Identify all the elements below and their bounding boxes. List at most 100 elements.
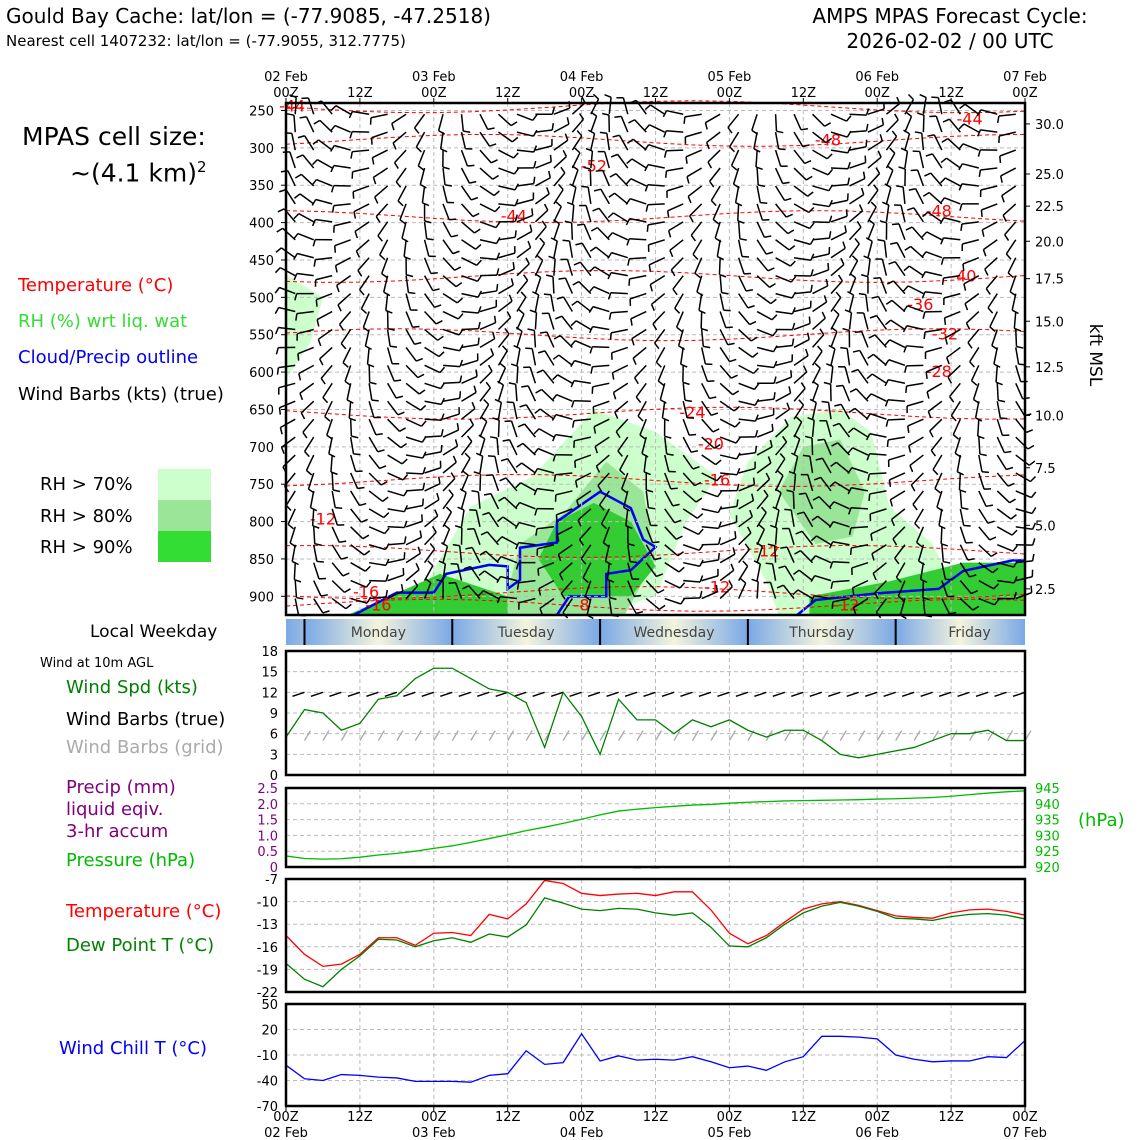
wind-barb xyxy=(442,346,460,352)
wind-barb xyxy=(342,347,352,363)
wind-barb-flag xyxy=(795,530,803,535)
wind-barb xyxy=(842,385,851,402)
wind-barb-flag xyxy=(536,369,544,374)
ytick-label: 20 xyxy=(261,1024,278,1039)
wind-barb xyxy=(908,265,924,277)
wind-barb-flag xyxy=(471,489,479,493)
wind-barb xyxy=(655,347,666,363)
wind-barb xyxy=(790,509,795,527)
wind-barb-flag xyxy=(478,434,486,440)
wind-barb xyxy=(730,149,740,166)
wind-barb-grid xyxy=(784,730,792,741)
wind-barb-flag xyxy=(286,113,295,116)
wind-barb-flag xyxy=(437,335,444,341)
wind-barb xyxy=(978,579,995,590)
wind-barb-flag xyxy=(922,191,930,197)
wind-barb xyxy=(593,400,610,408)
wind-barb xyxy=(793,371,808,384)
wind-barb xyxy=(386,347,393,364)
wind-barb-flag xyxy=(767,456,772,464)
wind-barb-flag xyxy=(639,434,647,440)
wind-barb-flag xyxy=(535,388,543,394)
wind-barb xyxy=(627,544,631,562)
ytick-label: 450 xyxy=(249,254,274,269)
wind-barb xyxy=(423,548,436,564)
wind-barb-flag xyxy=(831,442,839,447)
wind-barb xyxy=(610,328,628,334)
wind-barb-flag xyxy=(631,338,635,346)
wind-barb xyxy=(701,454,717,466)
wind-barb-flag xyxy=(277,208,285,213)
wind-barb xyxy=(846,348,851,366)
wind-barb-flag xyxy=(316,319,320,327)
wind-barb xyxy=(959,598,974,611)
wind-barb-grid xyxy=(636,730,644,741)
wind-barb-flag xyxy=(582,577,589,584)
wind-barb xyxy=(625,508,629,526)
legend-dewpoint: Dew Point T (°C) xyxy=(66,935,215,956)
wind-barb-flag xyxy=(483,492,492,496)
wind-barb xyxy=(652,311,666,325)
wind-barb xyxy=(922,115,925,133)
wind-barb xyxy=(315,218,333,223)
wind-barb xyxy=(627,580,635,597)
ytick-label: 0.5 xyxy=(257,845,278,860)
wind-barb-flag xyxy=(395,181,402,188)
wind-barb xyxy=(987,293,998,309)
wind-barb xyxy=(664,454,670,472)
wind-barb-flag xyxy=(789,260,796,267)
wind-barb xyxy=(600,188,610,205)
wind-barb xyxy=(964,292,980,305)
temperature-contour xyxy=(285,210,1026,224)
wind-barb-flag xyxy=(390,345,398,348)
wind-barb xyxy=(632,346,647,359)
wind-barb-flag xyxy=(424,577,432,584)
wind-barb-true xyxy=(864,691,878,697)
wind-barb xyxy=(661,401,666,419)
wind-barb-flag xyxy=(424,220,432,224)
wind-barb xyxy=(685,131,702,138)
wind-barb xyxy=(689,203,703,217)
wind-barb xyxy=(368,418,377,436)
wind-barb xyxy=(568,240,574,258)
wind-barb xyxy=(805,492,814,510)
wind-barb xyxy=(405,569,420,582)
wind-barb-grid xyxy=(451,730,459,741)
wind-barb xyxy=(830,149,848,154)
wind-barb xyxy=(405,311,414,328)
wind-barb-flag xyxy=(440,413,445,421)
ytick-label: 700 xyxy=(249,441,274,456)
wind-barb-flag xyxy=(385,574,389,582)
wind-barb-flag xyxy=(830,581,834,589)
wind-barb xyxy=(830,331,838,348)
wind-barb-flag xyxy=(1013,576,1018,584)
wind-barb-flag xyxy=(981,229,985,237)
wind-barb-flag xyxy=(874,592,879,600)
wind-barb-flag xyxy=(1014,327,1022,332)
wind-barb-flag xyxy=(1010,514,1017,520)
wind-barb-flag xyxy=(400,583,404,592)
wind-barb xyxy=(830,297,842,312)
wind-barb xyxy=(442,445,458,456)
legend-wind-barbs-grid: Wind Barbs (grid) xyxy=(66,737,224,758)
wind-barb xyxy=(736,203,740,221)
wind-barb-flag xyxy=(891,223,900,226)
wind-barb-flag xyxy=(826,363,834,368)
wind-barb xyxy=(537,447,555,456)
wind-barb-flag xyxy=(979,453,987,457)
wind-barb xyxy=(536,487,554,492)
wind-barb-flag xyxy=(705,142,710,150)
legend-temp-ts: Temperature (°C) xyxy=(66,901,222,922)
wind-barb xyxy=(531,348,537,366)
wind-barb xyxy=(442,563,447,581)
wind-barb xyxy=(814,574,832,582)
wind-barb-flag xyxy=(592,207,600,212)
wind-barb-flag xyxy=(882,201,890,206)
wind-barb-flag xyxy=(969,574,977,578)
wind-barb xyxy=(885,204,890,222)
wind-barb xyxy=(998,113,1016,117)
wind-barb xyxy=(867,241,873,258)
wind-barb xyxy=(523,423,536,438)
wind-barb-flag xyxy=(760,201,768,204)
wind-barb xyxy=(812,237,830,241)
